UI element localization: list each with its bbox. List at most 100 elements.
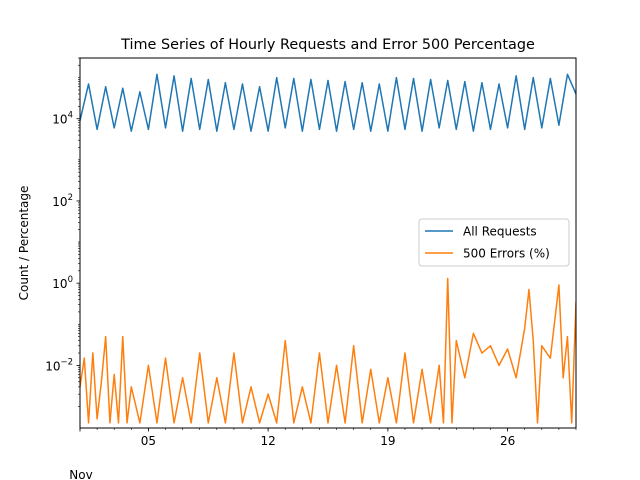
series-line-1	[80, 277, 576, 424]
data-point	[122, 336, 124, 338]
data-point	[430, 422, 432, 424]
data-point	[421, 130, 423, 132]
data-point	[96, 418, 98, 420]
data-point	[105, 336, 107, 338]
data-point	[447, 79, 449, 82]
data-point	[549, 357, 551, 359]
data-point	[113, 373, 115, 376]
data-point	[139, 91, 141, 93]
data-point	[464, 81, 466, 83]
series-points-1	[80, 277, 576, 424]
data-point	[430, 78, 432, 81]
data-point	[87, 83, 90, 85]
data-point	[404, 352, 406, 354]
data-point	[96, 128, 98, 130]
data-point	[528, 288, 530, 291]
y-tick-label: 10−2	[45, 357, 73, 373]
data-point	[267, 130, 269, 132]
plot-frame	[79, 57, 577, 429]
data-point	[515, 75, 517, 77]
data-point	[182, 377, 184, 379]
data-point	[489, 128, 492, 130]
data-point	[310, 78, 312, 81]
data-point	[173, 75, 175, 77]
data-point	[558, 284, 560, 286]
data-point	[207, 78, 209, 81]
x-axis: 05 12 19 26	[79, 428, 577, 448]
data-point	[258, 422, 261, 424]
data-point	[421, 368, 423, 370]
data-point	[404, 128, 406, 130]
chart-title: Time Series of Hourly Requests and Error…	[120, 37, 535, 53]
data-point	[353, 345, 355, 347]
data-point	[139, 422, 141, 424]
data-point	[571, 422, 573, 424]
data-point	[566, 73, 569, 75]
data-point	[472, 332, 474, 334]
data-point	[387, 377, 389, 379]
data-point	[199, 128, 201, 130]
data-point	[113, 127, 115, 129]
data-point	[250, 130, 252, 132]
data-point	[105, 86, 107, 88]
data-point	[378, 83, 380, 85]
data-point	[258, 86, 261, 88]
data-point	[87, 422, 90, 424]
data-point	[524, 128, 526, 130]
data-point	[370, 130, 372, 132]
data-point	[284, 127, 286, 129]
data-point	[378, 422, 380, 424]
data-point	[395, 77, 398, 79]
data-point	[536, 422, 539, 424]
data-point	[370, 368, 372, 370]
data-point	[532, 340, 534, 342]
data-point	[293, 422, 295, 424]
data-point	[472, 130, 474, 132]
data-point	[130, 130, 132, 132]
data-point	[489, 345, 492, 347]
data-point	[481, 82, 483, 84]
data-point	[233, 352, 235, 354]
data-point	[130, 386, 132, 388]
data-point	[464, 377, 466, 379]
y-axis: 10−2 100 102 104	[45, 57, 80, 407]
data-point	[532, 77, 534, 79]
data-point	[109, 422, 111, 424]
data-point	[190, 422, 192, 424]
data-point	[451, 422, 453, 424]
data-point	[224, 422, 226, 424]
data-point	[164, 357, 167, 359]
data-point	[182, 130, 184, 132]
data-point	[241, 422, 244, 424]
data-point	[126, 422, 128, 424]
data-point	[92, 352, 94, 354]
data-point	[267, 393, 269, 395]
series-line-0	[80, 73, 576, 132]
data-point	[541, 127, 543, 129]
data-point	[353, 128, 355, 130]
data-point	[524, 327, 526, 329]
data-point	[318, 128, 321, 130]
data-point	[566, 336, 569, 338]
data-point	[117, 422, 120, 424]
data-point	[310, 422, 312, 424]
data-point	[447, 277, 449, 280]
series-points-0	[80, 73, 576, 132]
data-point	[455, 128, 457, 130]
data-point	[156, 422, 158, 424]
data-point	[293, 77, 295, 80]
data-point	[438, 364, 440, 366]
data-point	[190, 77, 192, 80]
data-point	[327, 79, 329, 82]
y-axis-label: Count / Percentage	[17, 186, 31, 301]
y-tick-label: 102	[52, 193, 73, 209]
x-month-label: Nov	[69, 468, 92, 480]
plot-area	[80, 73, 576, 424]
x-tick-label: 12	[260, 434, 275, 448]
data-point	[412, 77, 415, 80]
data-point	[481, 352, 483, 354]
data-point	[506, 127, 509, 129]
data-point	[301, 386, 303, 388]
data-point	[335, 364, 338, 366]
